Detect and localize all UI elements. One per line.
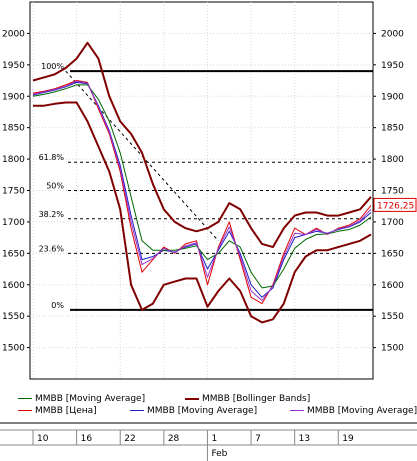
month-label: Feb [211,449,227,459]
x-tick-label: 10 [37,434,49,444]
y-tick-label: 1900 [381,92,404,102]
legend-label: MMBB [Цена] [35,406,97,416]
y-tick-label: 1650 [2,249,25,259]
y-tick-label: 1850 [2,124,25,134]
y-tick-label: 1750 [381,187,404,197]
x-tick-label: 1 [211,434,217,444]
y-tick-label: 1550 [2,312,25,322]
y-tick-label: 1500 [381,344,404,354]
legend-label: MMBB [Moving Average] [147,406,258,416]
y-tick-label: 1650 [381,249,404,259]
legend: MMBB [Moving Average] MMBB [Bollinger Ba… [0,392,417,420]
y-tick-label: 1550 [381,312,404,322]
y-tick-label: 1700 [381,218,404,228]
y-tick-label: 1800 [381,155,404,165]
y-tick-label: 1700 [2,218,25,228]
current-price-box [373,197,417,212]
y-tick-label: 2000 [2,29,25,39]
y-tick-label: 1850 [381,124,404,134]
y-tick-label: 1500 [2,344,25,354]
fib-level-label: 50% [46,182,64,191]
x-tick-label: 16 [81,434,93,444]
y-axis-left: 1500 1550 1600 1650 1700 1750 1800 1850 1900 1950… [2,29,30,354]
legend-label: MMBB [Bollinger Bands] [202,394,311,404]
x-tick-label: 28 [168,434,180,444]
legend-label: MMBB [Moving Average] [35,394,146,404]
x-tick-label: 7 [255,434,261,444]
y-tick-label: 1900 [2,92,25,102]
x-tick-label: 19 [342,434,354,444]
series-group [32,41,372,324]
bollinger-lower-line [33,101,372,324]
bollinger-upper-line [32,41,372,249]
legend-item-green-ma: MMBB [Moving Average] [18,394,145,405]
legend-item-price: MMBB [Цена] [18,406,97,417]
fib-level-label: 38.2% [39,210,65,219]
y-tick-label: 1750 [2,187,25,197]
y-tick-label: 1800 [2,155,25,165]
legend-swatch [290,410,304,411]
x-axis: 10 16 22 28 1 7 13 19 Feb [32,430,354,461]
y-tick-label: 1950 [381,61,404,71]
y-axis-right: 1500 1550 1600 1650 1700 1750 1800 1850 1900 1950… [373,29,404,354]
moving-average-line-3 [32,80,372,301]
x-tick-label: 22 [124,434,135,444]
current-price-label: 1726,25 [377,201,414,211]
legend-swatch [18,410,32,411]
fib-level-label: 23.6% [39,244,65,253]
y-tick-label: 1950 [2,61,25,71]
x-tick-label: 13 [299,434,310,444]
legend-item-blue-ma: MMBB [Moving Average] [130,406,257,417]
y-tick-label: 1600 [381,281,404,291]
fib-level-label: 61.8% [39,153,65,162]
fibonacci-levels: 100% 61.8% 50% 38.2% 23.6% 0% [39,62,373,311]
y-tick-label: 1600 [2,281,25,291]
legend-swatch [18,398,32,399]
legend-label: MMBB [Moving Average] [307,406,417,416]
fib-level-label: 100% [41,62,64,71]
legend-item-bollinger: MMBB [Bollinger Bands] [185,394,310,405]
fib-level-label: 0% [51,301,64,310]
legend-item-purple-ma: MMBB [Moving Average] [290,406,417,417]
current-price-tag: 1726,25 [373,197,417,212]
x-axis-bar [0,422,417,461]
legend-swatch [185,397,199,400]
legend-swatch [130,410,144,411]
y-tick-label: 2000 [381,29,404,39]
